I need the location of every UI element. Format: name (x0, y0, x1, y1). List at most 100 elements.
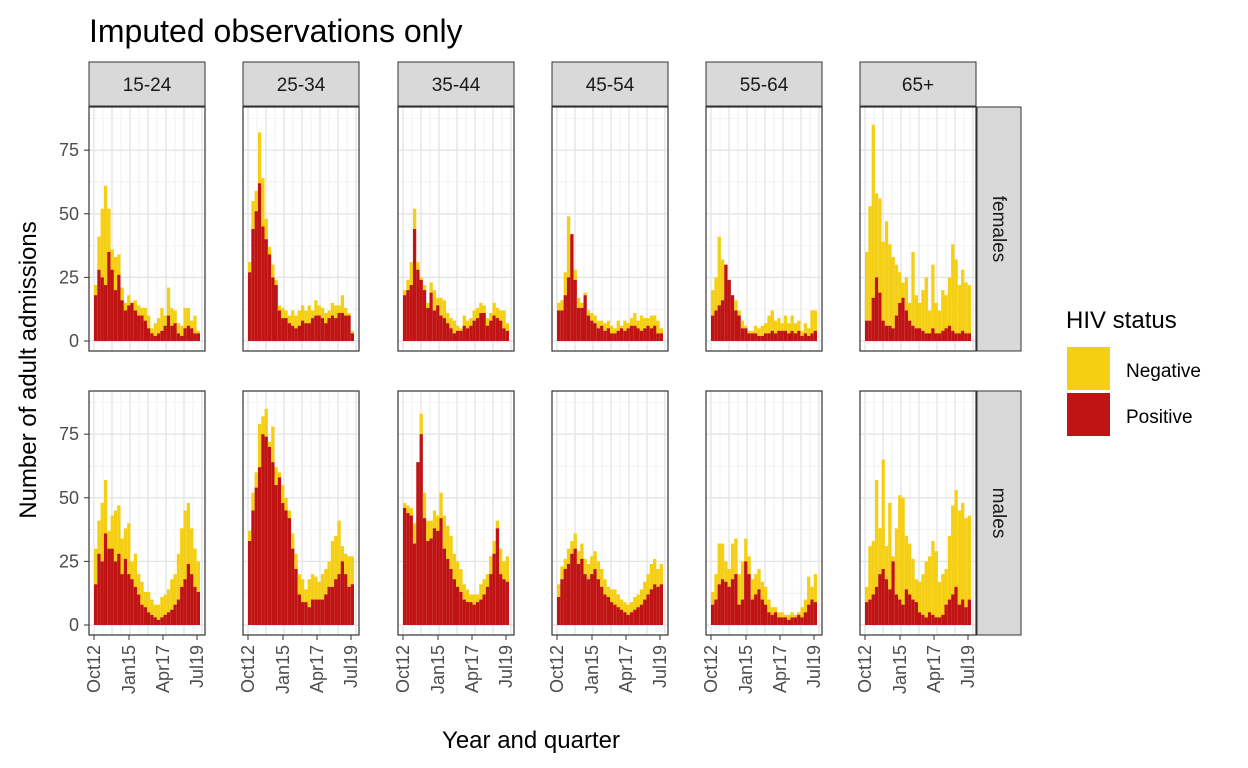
bar-positive (327, 586, 331, 625)
bar-positive (117, 553, 121, 625)
y-tick-label: 0 (69, 331, 79, 351)
bar-negative (790, 315, 794, 331)
panel-border (242, 390, 360, 636)
bar-negative (740, 561, 745, 600)
bar-positive (186, 325, 191, 341)
bar-negative (301, 579, 305, 603)
bar-negative (314, 300, 318, 316)
x-tick-label: Apr17 (770, 645, 790, 693)
bar-positive (623, 330, 627, 341)
bar-positive (737, 315, 741, 341)
bar-positive (459, 330, 463, 341)
x-axis-title: Year and quarter (442, 727, 620, 754)
bar-positive (944, 604, 948, 625)
bar-negative (304, 310, 308, 324)
bar-negative (803, 599, 808, 613)
bar-negative (350, 556, 354, 585)
bar-negative (967, 285, 971, 334)
bar-positive (610, 333, 614, 341)
bar-positive (163, 614, 167, 625)
bar-negative (757, 328, 761, 336)
bar-positive (881, 320, 885, 341)
bar-positive (277, 477, 282, 625)
bar-positive (156, 619, 161, 625)
bar-positive (406, 290, 410, 341)
bar-negative (412, 523, 417, 544)
bar-positive (724, 264, 728, 341)
bar-positive (934, 617, 938, 625)
bar-positive (442, 548, 447, 625)
bar-positive (248, 541, 252, 625)
bar-positive (800, 335, 804, 341)
bar-negative (649, 315, 654, 329)
bar-negative (502, 561, 506, 580)
bar-positive (613, 604, 617, 625)
bar-positive (153, 335, 157, 341)
bar-negative (606, 320, 610, 329)
bar-positive (117, 274, 121, 341)
bar-negative (626, 604, 630, 615)
y-tick-label: 75 (59, 140, 79, 160)
bar-negative (767, 315, 771, 334)
bar-positive (409, 515, 413, 625)
bar-positive (462, 325, 466, 341)
panel-border (551, 390, 669, 636)
bar-negative (120, 287, 124, 301)
bar-negative (734, 300, 738, 311)
bar-negative (97, 236, 101, 270)
facet-strip-label: 65+ (902, 75, 934, 96)
bar-positive (307, 323, 311, 341)
bar-positive (914, 602, 918, 625)
bar-negative (449, 535, 453, 570)
y-tick-label: 0 (69, 615, 79, 635)
bar-negative (787, 614, 791, 620)
bar-positive (619, 328, 624, 341)
bar-negative (954, 259, 958, 334)
bar-positive (636, 607, 640, 625)
bar-positive (787, 333, 791, 341)
bar-negative (557, 302, 561, 311)
bar-positive (127, 574, 131, 625)
panel-males-55-64: Oct12 Jan15 Apr17 Jul19 (701, 390, 824, 694)
bar-negative (330, 302, 335, 316)
bar-negative (656, 569, 660, 587)
bar-negative (711, 290, 715, 316)
bar-negative (196, 561, 200, 592)
bar-positive (737, 604, 741, 625)
bar-positive (961, 599, 965, 625)
bar-negative (888, 244, 892, 326)
bar-negative (307, 305, 311, 324)
bar-positive (485, 325, 490, 341)
bar-negative (297, 310, 301, 326)
bar-negative (143, 591, 147, 608)
bar-positive (865, 602, 869, 625)
bar-negative (472, 310, 476, 321)
facet-strip-label: 45-54 (586, 75, 635, 96)
bar-negative (891, 257, 895, 329)
bar-positive (720, 579, 725, 625)
bar-positive (183, 579, 187, 625)
bar-positive (967, 599, 971, 625)
bar-positive (797, 330, 801, 341)
bar-positive (180, 335, 184, 341)
bar-negative (196, 330, 200, 334)
bar-negative (894, 264, 899, 316)
bar-negative (720, 259, 725, 301)
bar-negative (495, 520, 500, 529)
bar-negative (619, 599, 624, 610)
bar-negative (874, 479, 879, 587)
bar-negative (284, 497, 288, 511)
bar-negative (452, 320, 456, 334)
y-tick-label: 75 (59, 424, 79, 444)
bar-positive (757, 589, 761, 625)
bar-positive (257, 467, 262, 625)
bar-negative (254, 472, 258, 488)
bar-positive (790, 330, 794, 341)
bar-negative (871, 124, 875, 298)
bar-positive (113, 561, 118, 625)
bar-negative (783, 315, 788, 331)
bar-negative (560, 300, 564, 311)
bar-negative (287, 315, 292, 324)
facet-panels: 15-24 25-34 35-44 45-54 55-64 65+ females males… (59, 61, 1022, 694)
bar-negative (294, 553, 298, 570)
